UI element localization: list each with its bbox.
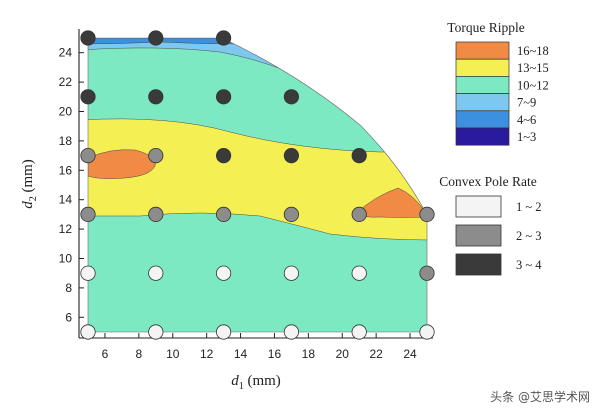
y-tick-label: 22 [59, 75, 73, 89]
x-tick-label: 6 [102, 347, 109, 361]
legend-torque-swatch [455, 58, 510, 77]
y-tick-label: 6 [65, 310, 72, 324]
x-axis-title: d1 (mm) [231, 373, 281, 392]
y-tick-label: 10 [59, 252, 73, 266]
data-point [80, 324, 96, 340]
x-ticks: 6 8 10 12 14 16 18 20 22 24 [102, 333, 417, 361]
data-point [148, 30, 164, 46]
data-point [216, 206, 232, 222]
band-16-18-right [354, 187, 427, 218]
x-tick-label: 10 [166, 347, 180, 361]
y-tick-label: 8 [65, 281, 72, 295]
x-tick-label: 8 [136, 347, 143, 361]
data-point [419, 206, 435, 222]
y-ticks: 6 8 10 12 14 16 18 20 22 24 [59, 46, 84, 324]
data-point [351, 206, 367, 222]
x-tick-label: 14 [234, 347, 248, 361]
legend-torque-label: 13~15 [517, 61, 549, 75]
legend-torque-label: 1~3 [517, 130, 536, 144]
data-point [283, 265, 299, 281]
data-point [419, 324, 435, 340]
legend-torque-title: Torque Ripple [447, 20, 524, 35]
x-tick-label: 16 [268, 347, 282, 361]
data-point [148, 265, 164, 281]
legend-torque-swatch [455, 127, 510, 146]
data-point [216, 89, 232, 105]
watermark: 头条 @艾思学术网 [490, 390, 590, 404]
contour-bands [88, 38, 427, 332]
legend-torque-swatch [455, 76, 510, 94]
legend-torque: 16~18 13~15 10~12 7~9 4~6 1~3 [455, 41, 549, 146]
x-tick-label: 18 [302, 347, 316, 361]
data-point [283, 206, 299, 222]
domain-outline [87, 37, 428, 333]
data-point [283, 148, 299, 164]
data-point [351, 148, 367, 164]
x-tick-label: 22 [369, 347, 383, 361]
data-point [80, 89, 96, 105]
band-16-18-left [88, 149, 156, 179]
legend-torque-label: 7~9 [517, 96, 536, 110]
legend-torque-label: 10~12 [517, 78, 549, 92]
data-point [216, 30, 232, 46]
data-points [80, 30, 435, 340]
y-tick-label: 20 [59, 105, 73, 119]
y-tick-label: 12 [59, 222, 73, 236]
data-point [148, 324, 164, 340]
data-point [351, 324, 367, 340]
data-point [148, 148, 164, 164]
legend-pole-title: Convex Pole Rate [439, 174, 537, 189]
data-point [419, 265, 435, 281]
axes [78, 29, 433, 339]
legend-torque-swatch [455, 110, 510, 129]
data-point [283, 324, 299, 340]
y-axis-title: d2 (mm) [20, 159, 39, 209]
y-tick-label: 24 [59, 46, 73, 60]
x-tick-label: 20 [336, 347, 350, 361]
legend-pole-label: 3 ~ 4 [516, 258, 542, 272]
data-point [351, 265, 367, 281]
data-point [216, 265, 232, 281]
y-tick-label: 18 [59, 134, 73, 148]
x-tick-label: 24 [403, 347, 417, 361]
legend-torque-label: 4~6 [517, 113, 536, 127]
legend-torque-label: 16~18 [517, 44, 549, 58]
data-point [148, 89, 164, 105]
data-point [80, 265, 96, 281]
x-tick-label: 12 [200, 347, 214, 361]
legend-torque-swatch [455, 93, 510, 112]
legend-pole-label: 2 ~ 3 [516, 229, 542, 243]
data-point [80, 148, 96, 164]
data-point [80, 206, 96, 222]
legend-pole-label: 1 ~ 2 [516, 200, 542, 214]
legend-pole-swatch [455, 195, 502, 218]
band-13-15-region [88, 118, 427, 241]
legend-pole: 1 ~ 2 2 ~ 3 3 ~ 4 [455, 195, 542, 276]
legend-pole-swatch [455, 253, 502, 276]
y-tick-label: 14 [59, 193, 73, 207]
data-point [80, 30, 96, 46]
data-point [216, 148, 232, 164]
data-point [283, 89, 299, 105]
data-point [216, 324, 232, 340]
legend-pole-swatch [455, 224, 502, 247]
y-tick-label: 16 [59, 163, 73, 177]
data-point [148, 206, 164, 222]
legend-torque-swatch [455, 41, 510, 60]
